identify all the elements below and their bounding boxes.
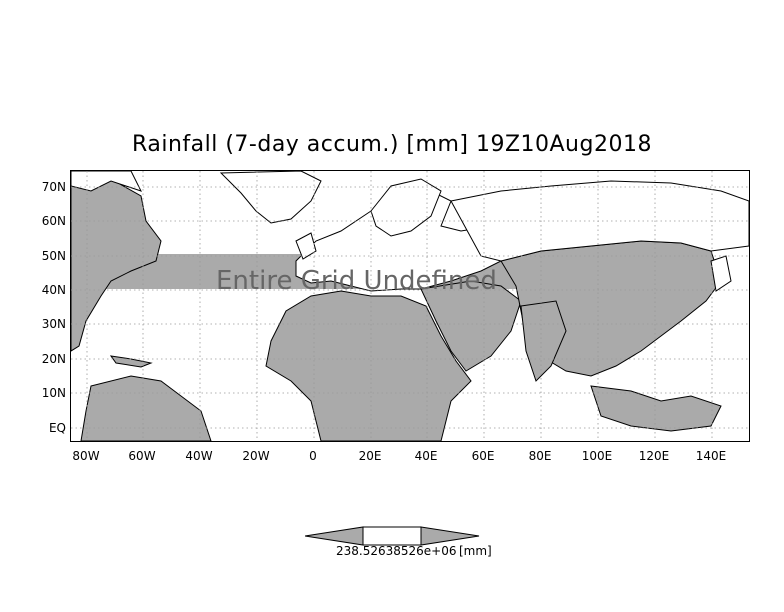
lat-label-eq: EQ bbox=[48, 421, 66, 435]
lon-label-120e: 120E bbox=[638, 449, 670, 463]
lon-label-20e: 20E bbox=[358, 449, 382, 463]
colorbar-left-arrow bbox=[305, 526, 364, 546]
colorbar-value-label: 238.52638526e+06 bbox=[336, 544, 457, 558]
lat-label-40n: 40N bbox=[41, 283, 66, 297]
india-landmass bbox=[520, 300, 567, 382]
lon-label-80w: 80W bbox=[72, 449, 100, 463]
colorbar bbox=[305, 526, 480, 546]
lat-label-20n: 20N bbox=[41, 352, 66, 366]
lon-label-20w: 20W bbox=[242, 449, 270, 463]
japan-landmass bbox=[710, 255, 732, 292]
middle-east-landmass bbox=[420, 280, 522, 372]
lat-label-10n: 10N bbox=[41, 386, 66, 400]
lat-label-70n: 70N bbox=[41, 180, 66, 194]
lon-label-60e: 60E bbox=[471, 449, 495, 463]
lon-label-0: 0 bbox=[309, 449, 317, 463]
colorbar-center-box bbox=[362, 526, 422, 546]
map-canvas: Entire Grid Undefined bbox=[71, 171, 749, 441]
lat-label-30n: 30N bbox=[41, 317, 66, 331]
southeast-asia-islands bbox=[590, 385, 722, 432]
lon-label-60w: 60W bbox=[128, 449, 156, 463]
lon-label-140e: 140E bbox=[695, 449, 727, 463]
north-america-landmass bbox=[71, 178, 162, 352]
greenland-landmass bbox=[219, 171, 322, 224]
colorbar-right-arrow bbox=[420, 526, 480, 546]
colorbar-unit-label: [mm] bbox=[459, 544, 492, 558]
undefined-grid-message: Entire Grid Undefined bbox=[216, 266, 497, 296]
lon-label-40w: 40W bbox=[185, 449, 213, 463]
lon-label-100e: 100E bbox=[581, 449, 613, 463]
south-america-landmass bbox=[80, 375, 212, 441]
lon-label-40e: 40E bbox=[414, 449, 438, 463]
gridlines bbox=[71, 171, 749, 441]
caribbean-islands bbox=[109, 355, 153, 368]
map-panel: Entire Grid Undefined bbox=[70, 170, 750, 442]
lat-label-60n: 60N bbox=[41, 214, 66, 228]
lon-label-80e: 80E bbox=[528, 449, 552, 463]
british-isles bbox=[295, 232, 317, 260]
map-title: Rainfall (7-day accum.) [mm] 19Z10Aug201… bbox=[132, 132, 652, 157]
africa-landmass bbox=[265, 290, 472, 441]
scandinavia-landmass bbox=[370, 178, 442, 237]
lat-label-50n: 50N bbox=[41, 249, 66, 263]
north-america-north bbox=[71, 171, 142, 192]
